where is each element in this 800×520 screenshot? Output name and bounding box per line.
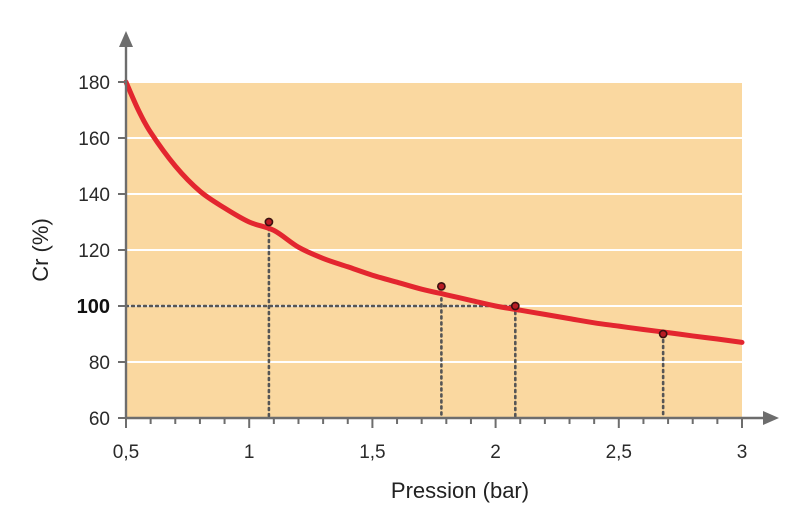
y-tick-label: 120 [78, 241, 110, 262]
y-tick-label: 100 [77, 296, 110, 318]
highlighted-points [264, 217, 668, 339]
y-tick-label: 180 [78, 73, 110, 94]
x-tick-label: 2,5 [606, 442, 632, 463]
data-point [510, 301, 520, 311]
x-tick-label: 3 [737, 442, 748, 463]
x-axis-title: Pression (bar) [391, 478, 529, 503]
x-tick-label: 2 [490, 442, 501, 463]
y-tick-label: 60 [89, 409, 110, 430]
data-point [264, 217, 274, 227]
y-axis-arrow [119, 31, 133, 47]
x-axis-arrow [763, 411, 779, 425]
y-tick-label: 140 [78, 185, 110, 206]
dotted-guide-lines [124, 220, 665, 420]
data-point [436, 281, 446, 291]
y-tick-label: 80 [89, 353, 110, 374]
y-tick-labels: 60 80 100 120 140 160 180 [77, 73, 110, 430]
series-curve [123, 79, 745, 345]
tick-marks [118, 81, 743, 428]
x-tick-labels: 0,5 1 1,5 2 2,5 3 [113, 442, 748, 463]
y-tick-label: 160 [78, 129, 110, 150]
x-tick-label: 0,5 [113, 442, 139, 463]
y-axis-title: Cr (%) [28, 218, 53, 282]
x-tick-label: 1,5 [359, 442, 385, 463]
axes [119, 31, 779, 425]
x-tick-label: 1 [244, 442, 255, 463]
data-point [658, 329, 668, 339]
